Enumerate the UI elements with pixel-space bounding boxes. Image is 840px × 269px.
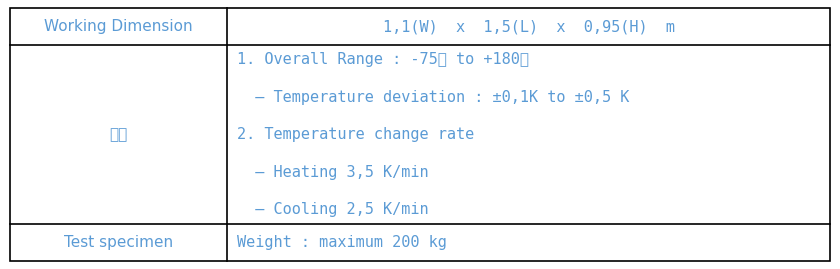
- Text: Weight : maximum 200 kg: Weight : maximum 200 kg: [238, 235, 447, 250]
- Text: 온도: 온도: [109, 127, 128, 142]
- Text: 1. Overall Range : -75℃ to +180℃: 1. Overall Range : -75℃ to +180℃: [238, 52, 529, 67]
- Text: 2. Temperature change rate: 2. Temperature change rate: [238, 127, 475, 142]
- Text: – Cooling 2,5 K/min: – Cooling 2,5 K/min: [238, 202, 429, 217]
- Text: – Temperature deviation : ±0,1K to ±0,5 K: – Temperature deviation : ±0,1K to ±0,5 …: [238, 90, 630, 105]
- Text: – Heating 3,5 K/min: – Heating 3,5 K/min: [238, 165, 429, 180]
- Text: 1,1(W)  x  1,5(L)  x  0,95(H)  m: 1,1(W) x 1,5(L) x 0,95(H) m: [383, 19, 675, 34]
- Text: Test specimen: Test specimen: [64, 235, 173, 250]
- Text: Working Dimension: Working Dimension: [45, 19, 193, 34]
